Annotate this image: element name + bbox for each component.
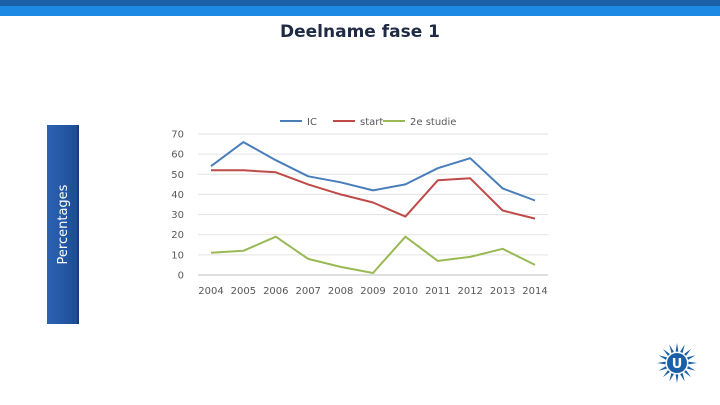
- legend-label: IC: [307, 117, 317, 128]
- series-line-2e-studie: [210, 235, 536, 274]
- y-tick-label: 40: [171, 190, 184, 201]
- ylabel-box: Percentages: [47, 125, 79, 324]
- x-tick-label: 2011: [425, 286, 450, 297]
- series-lines: [210, 141, 536, 274]
- line-chart: 0 10 20 30 40 50 60 70 2004 2005 2006 2007 2008 2009…: [171, 117, 548, 297]
- logo-ray: [662, 370, 670, 378]
- logo-ray: [669, 373, 674, 382]
- slide-title: Deelname fase 1: [280, 22, 440, 42]
- y-tick-label: 70: [171, 130, 184, 141]
- y-tick-label: 10: [171, 250, 184, 261]
- x-tick-label: 2010: [393, 286, 418, 297]
- logo-ray: [688, 361, 697, 365]
- grid-lines: [198, 133, 548, 276]
- y-tick-label: 0: [178, 271, 184, 282]
- x-tick-label: 2008: [328, 286, 353, 297]
- y-axis-label: Percentages: [56, 184, 71, 265]
- x-tick-label: 2006: [263, 286, 288, 297]
- logo-ray: [675, 343, 679, 352]
- logo-ray: [680, 373, 685, 382]
- y-tick-labels: 0 10 20 30 40 50 60 70: [171, 130, 184, 282]
- x-tick-label: 2005: [231, 286, 256, 297]
- y-tick-label: 50: [171, 170, 184, 181]
- top-accent-bar-light: [0, 6, 720, 16]
- logo-letter: U: [672, 357, 683, 372]
- logo-ray: [680, 344, 685, 353]
- logo-ray: [657, 361, 666, 365]
- logo-ray: [662, 348, 670, 356]
- legend-label: start: [360, 117, 383, 128]
- logo-ray: [658, 355, 667, 360]
- logo-ray: [669, 344, 674, 353]
- x-tick-label: 2004: [198, 286, 223, 297]
- x-tick-label: 2014: [522, 286, 547, 297]
- logo-ray: [684, 348, 692, 356]
- logo-ray: [687, 355, 696, 360]
- x-tick-label: 2012: [457, 286, 482, 297]
- y-tick-label: 60: [171, 150, 184, 161]
- x-tick-labels: 2004 2005 2006 2007 2008 2009 2010 2011 2012 2013…: [198, 286, 547, 297]
- logo-ray: [675, 374, 679, 383]
- x-tick-label: 2009: [360, 286, 385, 297]
- legend-label: 2e studie: [410, 117, 456, 128]
- series-line-start: [211, 169, 536, 220]
- logo-ray: [687, 366, 696, 371]
- y-tick-label: 30: [171, 210, 184, 221]
- logo-ray: [658, 366, 667, 371]
- x-tick-label: 2013: [490, 286, 515, 297]
- university-sun-logo-icon: U: [657, 343, 697, 383]
- logo-ray: [684, 370, 692, 378]
- legend: IC start 2e studie: [280, 117, 456, 128]
- top-accent-bar: [0, 0, 720, 6]
- y-tick-label: 20: [171, 230, 184, 241]
- series-line-ic: [210, 141, 536, 202]
- x-tick-label: 2007: [295, 286, 320, 297]
